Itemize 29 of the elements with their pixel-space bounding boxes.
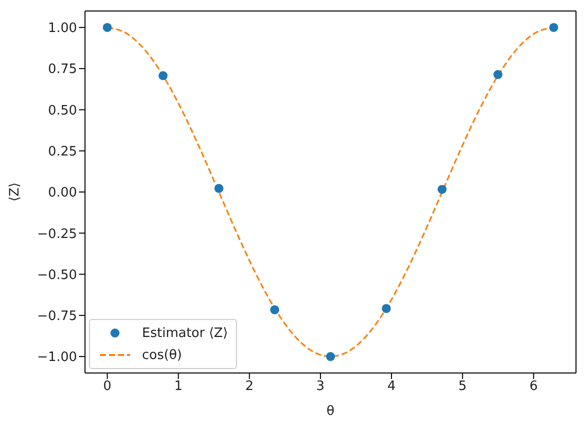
x-tick-label: 2 bbox=[245, 379, 254, 394]
x-tick-label: 6 bbox=[529, 379, 538, 394]
y-tick-label: 0.75 bbox=[48, 62, 77, 78]
x-tick-label: 0 bbox=[103, 379, 112, 394]
x-tick-label: 4 bbox=[387, 379, 396, 394]
y-tick-label: −0.25 bbox=[37, 226, 77, 242]
y-tick-label: 0.25 bbox=[48, 144, 77, 160]
point bbox=[326, 352, 336, 362]
point bbox=[493, 70, 502, 80]
y-tick-label: −0.50 bbox=[37, 268, 77, 283]
x-axis-title: θ bbox=[326, 404, 335, 419]
point bbox=[214, 184, 224, 193]
y-tick-label: −0.75 bbox=[37, 309, 77, 324]
legend-label: Estimator ⟨Z⟩ bbox=[142, 326, 228, 340]
point bbox=[438, 184, 447, 194]
point bbox=[158, 71, 168, 80]
y-tick-label: 0.00 bbox=[48, 186, 77, 201]
point bbox=[382, 304, 391, 314]
x-tick-label: 1 bbox=[174, 379, 182, 394]
point bbox=[549, 22, 558, 32]
legend-label: cos(θ) bbox=[142, 348, 182, 362]
y-tick-label: −1.00 bbox=[37, 350, 77, 366]
x-tick-label: 3 bbox=[316, 379, 325, 394]
y-tick-label: 0.50 bbox=[48, 103, 77, 118]
x-tick-label: 5 bbox=[458, 379, 467, 394]
point bbox=[102, 22, 112, 32]
point bbox=[270, 305, 280, 314]
y-axis-title: ⟨Z⟩ bbox=[8, 182, 23, 202]
y-tick-label: 1.00 bbox=[48, 21, 77, 36]
